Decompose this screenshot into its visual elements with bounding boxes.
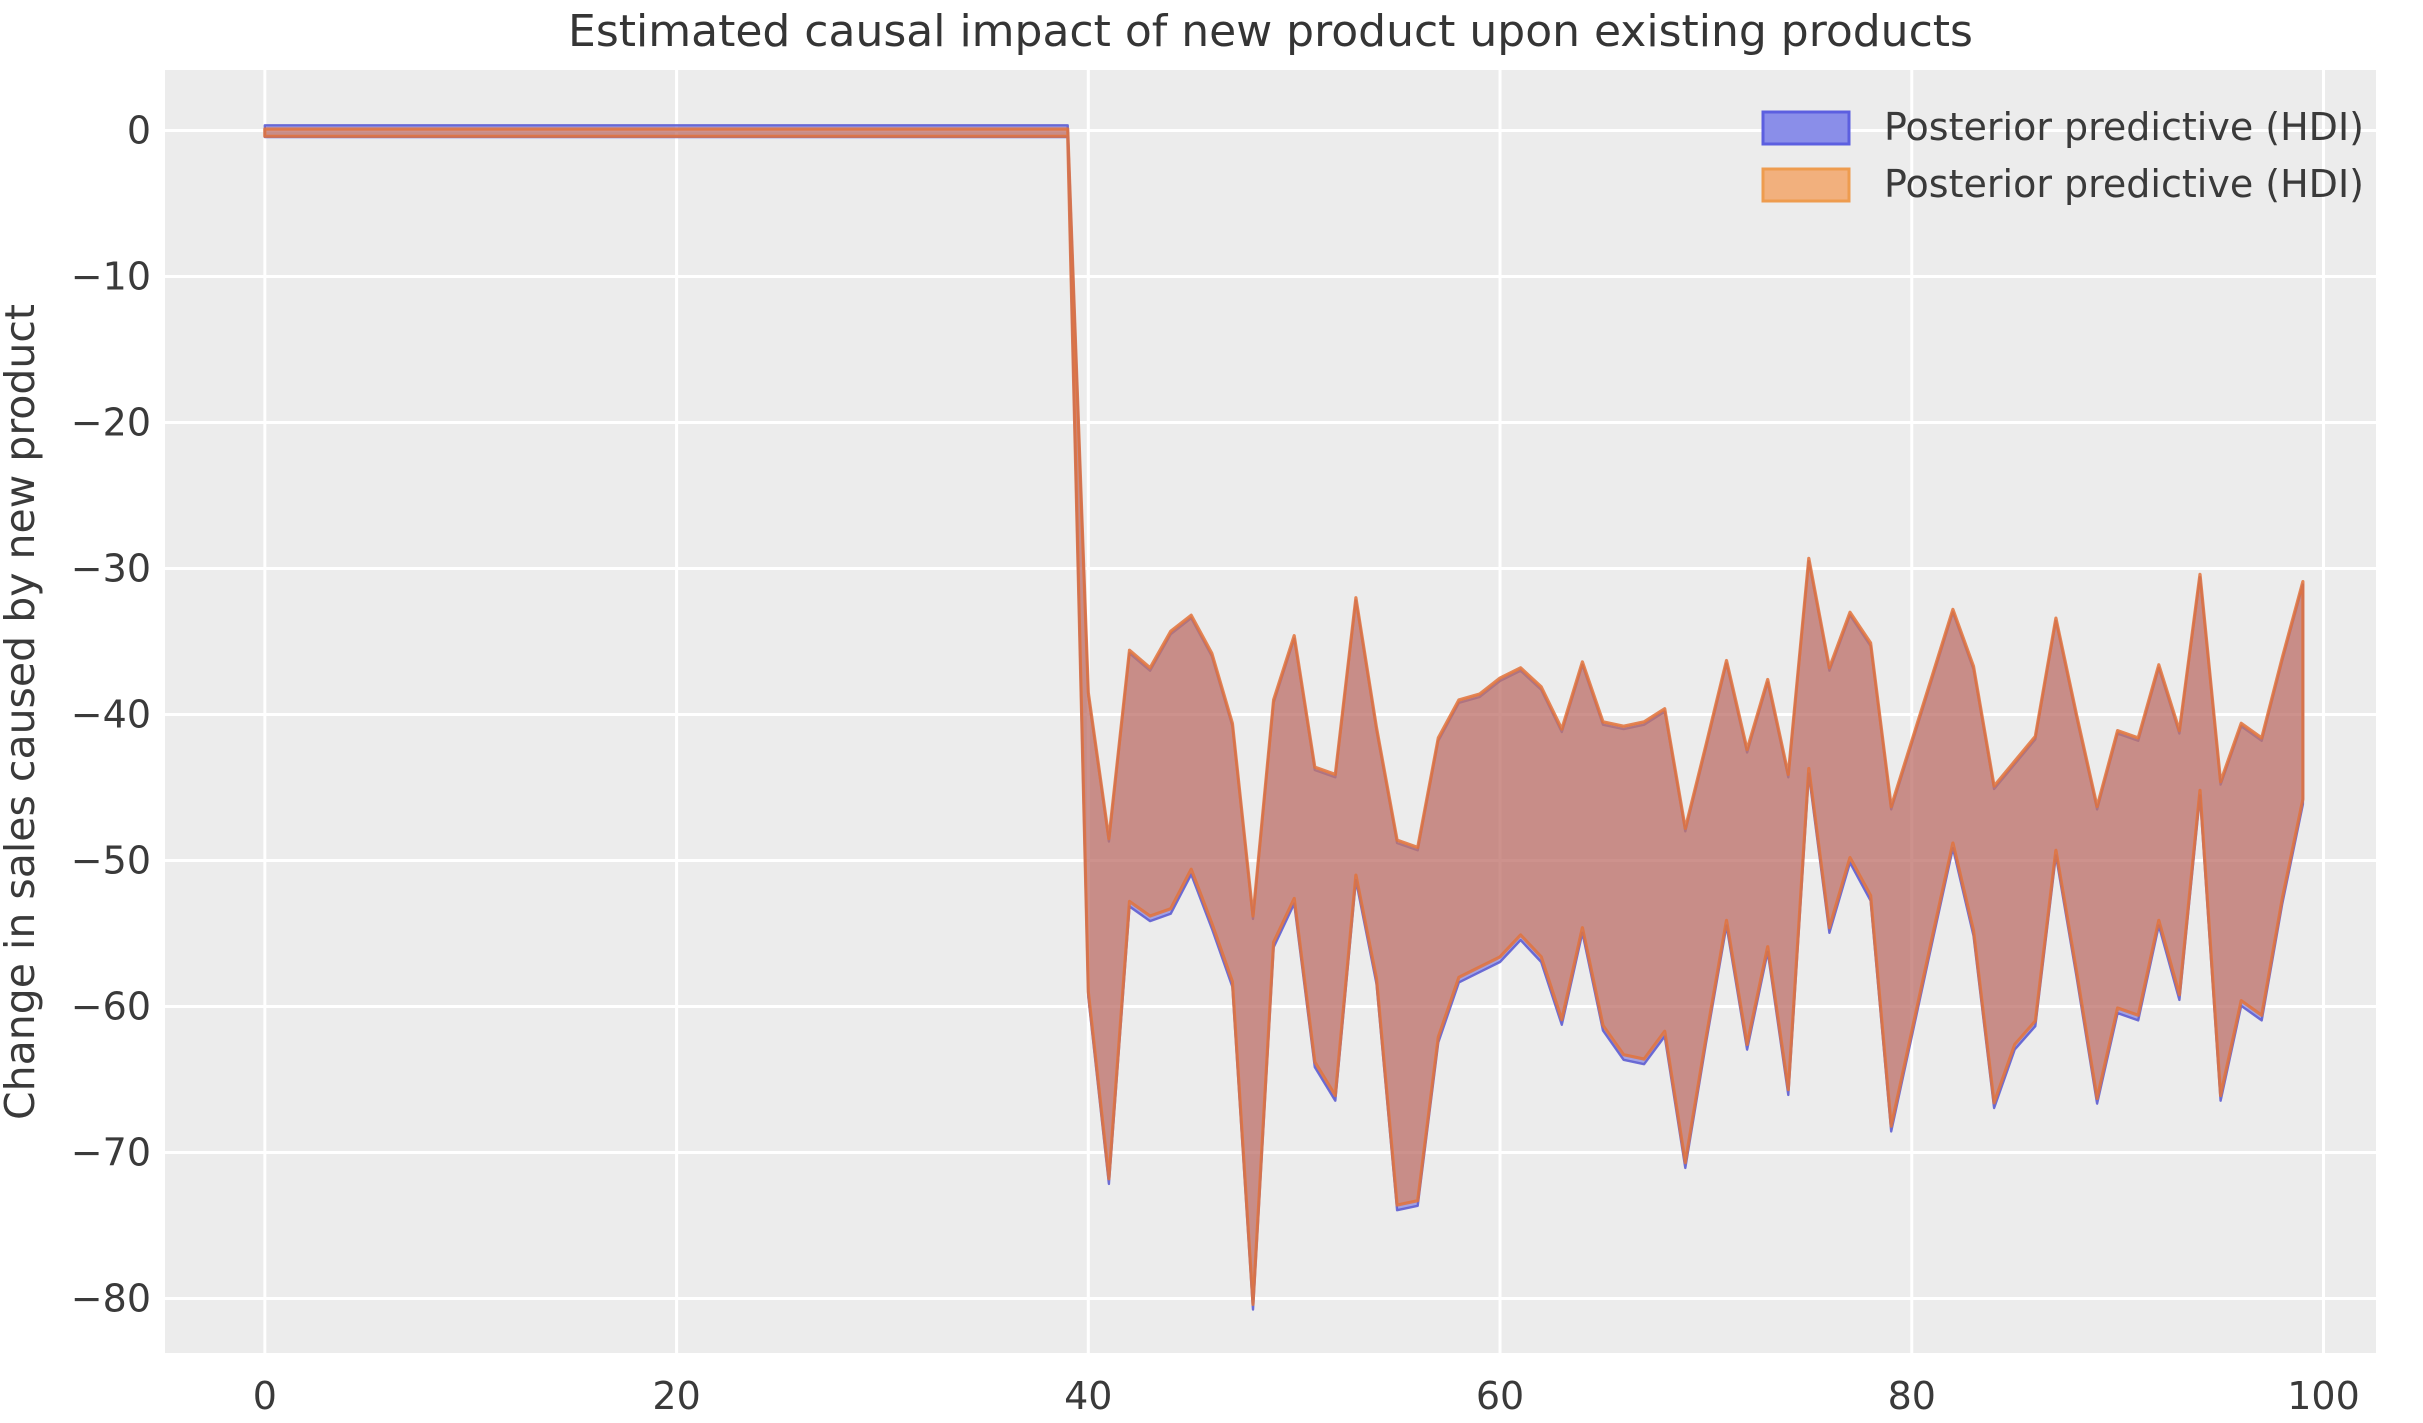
- x-tick-label: 80: [1888, 1374, 1936, 1418]
- hdi-band-orange: [263, 127, 2305, 1307]
- y-tick-label: 0: [127, 108, 151, 152]
- y-tick-label: −40: [71, 692, 151, 736]
- y-tick-label: −50: [71, 839, 151, 883]
- plot-area: [165, 70, 2376, 1353]
- y-tick-label: −70: [71, 1131, 151, 1175]
- x-tick-label: 100: [2287, 1374, 2360, 1418]
- y-axis-label: Change in sales caused by new product: [0, 304, 44, 1120]
- legend: Posterior predictive (HDI) Posterior pred…: [1761, 105, 2364, 206]
- x-tick-label: 40: [1064, 1374, 1112, 1418]
- gridlines: [165, 70, 2376, 1353]
- x-tick-label: 0: [253, 1374, 277, 1418]
- y-tick-label: −80: [71, 1277, 151, 1321]
- y-tick-label: −30: [71, 546, 151, 590]
- legend-patch-orange: [1761, 167, 1851, 203]
- legend-label: Posterior predictive (HDI): [1884, 162, 2364, 206]
- y-tick-label: −10: [71, 254, 151, 298]
- y-tick-label: −20: [71, 400, 151, 444]
- legend-label: Posterior predictive (HDI): [1884, 105, 2364, 149]
- chart-title: Estimated causal impact of new product u…: [568, 6, 1973, 57]
- y-tick-label: −60: [71, 985, 151, 1029]
- x-tick-label: 60: [1476, 1374, 1524, 1418]
- x-tick-label: 20: [652, 1374, 700, 1418]
- legend-patch-blue: [1761, 110, 1851, 146]
